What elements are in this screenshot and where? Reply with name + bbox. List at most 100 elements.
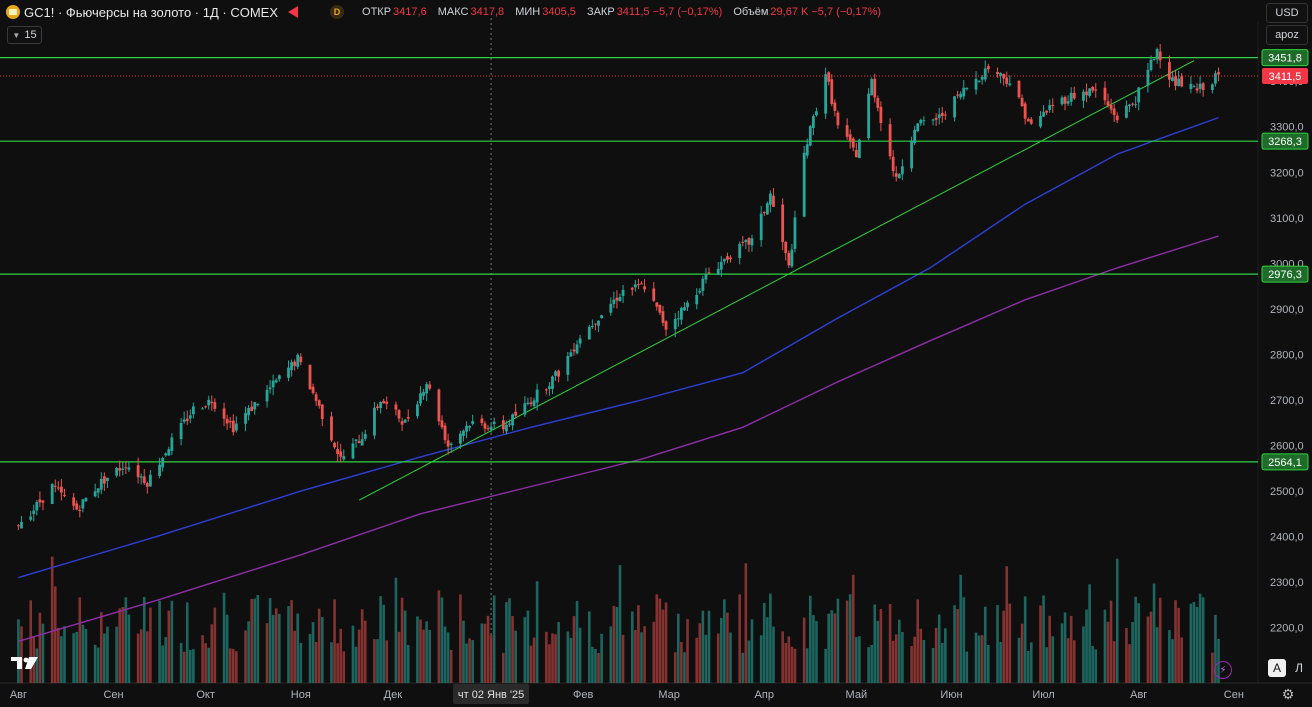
candle-body — [376, 406, 379, 408]
volume-bar — [271, 614, 275, 683]
candle-body — [1085, 91, 1088, 96]
candle-body — [99, 478, 103, 490]
volume-bar — [557, 622, 560, 683]
candle-body — [20, 521, 23, 529]
x-tick-label: Сен — [1224, 689, 1244, 701]
candle-body — [118, 467, 122, 471]
candle-body — [1039, 115, 1042, 127]
volume-bar — [93, 644, 97, 683]
last-price-badge — [1262, 67, 1308, 84]
candle-body — [759, 213, 763, 241]
candle-body — [962, 87, 966, 97]
candle-body — [1214, 73, 1217, 84]
volume-bar — [373, 639, 376, 683]
currency-button[interactable]: USD — [1266, 3, 1308, 23]
candle-body — [1177, 78, 1181, 87]
candle-body — [900, 166, 904, 175]
candle-body — [652, 288, 656, 301]
candle-body — [204, 406, 208, 408]
volume-bar — [683, 652, 686, 683]
candle-body — [726, 256, 729, 260]
candle-body — [1189, 83, 1193, 90]
candle-body — [449, 443, 453, 445]
level-badge-label: 3268,3 — [1268, 136, 1302, 148]
candle-body — [1069, 92, 1073, 102]
candle-body — [299, 356, 303, 363]
candle-body — [1026, 119, 1030, 122]
log-scale-button[interactable]: Л — [1295, 661, 1303, 675]
candle-body — [492, 421, 496, 425]
symbol-title[interactable]: GC1! · Фьючерсы на золото · 1Д · COMEX — [24, 4, 279, 20]
y-tick-label: 2600,0 — [1270, 441, 1304, 453]
volume-bar — [808, 595, 812, 683]
candle-body — [317, 400, 321, 406]
volume-bar — [1177, 607, 1180, 683]
volume-bar — [919, 628, 923, 683]
scale-mode-button[interactable]: apoz — [1266, 25, 1308, 45]
moving-average-fast — [18, 116, 1219, 579]
candle-body — [676, 318, 680, 320]
candle-body — [416, 404, 419, 417]
volume-bar — [1023, 596, 1027, 683]
gear-icon[interactable]: ⚙ — [1281, 685, 1295, 702]
volume-bar — [1146, 616, 1150, 683]
candle-body — [1158, 51, 1162, 61]
candle-body — [594, 323, 597, 325]
level-badge — [1261, 453, 1309, 471]
volume-bar — [830, 610, 834, 683]
volume-bar — [787, 636, 791, 683]
candle-body — [296, 354, 300, 367]
candle-body — [999, 73, 1002, 76]
volume-bar — [744, 563, 748, 683]
candle-body — [836, 112, 840, 126]
volume-bar — [360, 609, 364, 683]
candle-body — [330, 416, 333, 441]
candle-body — [959, 93, 963, 98]
candle-body — [228, 420, 232, 423]
candle-body — [72, 497, 76, 506]
candle-body — [1017, 80, 1021, 98]
candle-body — [508, 423, 511, 425]
candle-body — [1155, 48, 1159, 60]
volume-bar — [953, 605, 956, 683]
candle-body — [673, 318, 677, 330]
candle-body — [876, 98, 880, 108]
volume-bar — [677, 613, 680, 683]
candle-body — [934, 117, 938, 120]
candle-body — [277, 375, 281, 380]
x-tick-label: Ноя — [291, 689, 311, 701]
volume-bar — [149, 607, 152, 683]
candle-body — [351, 443, 355, 459]
volume-bar — [253, 598, 257, 683]
volume-bar — [1045, 647, 1048, 683]
open-value: 3417,6 — [393, 6, 427, 18]
volume-bar — [419, 619, 422, 683]
volume-bars — [17, 556, 1220, 683]
volume-bar — [873, 604, 877, 683]
volume-bar — [695, 637, 699, 683]
volume-bar — [1115, 558, 1119, 683]
candle-body — [489, 426, 493, 430]
candle-body — [854, 150, 858, 158]
tradingview-logo-icon[interactable] — [10, 655, 40, 671]
candle-body — [704, 274, 708, 280]
volume-bar — [1082, 626, 1085, 683]
candle-body — [544, 389, 548, 391]
volume-bar — [483, 623, 487, 683]
candle-body — [419, 393, 422, 404]
volume-bar — [1017, 637, 1021, 683]
volume-bar — [974, 632, 978, 683]
lightning-icon[interactable]: ⚡ — [1214, 661, 1232, 679]
candle-body — [41, 500, 45, 503]
volume-bar — [75, 631, 79, 683]
auto-scale-button[interactable]: A — [1268, 659, 1286, 677]
candle-body — [1131, 103, 1134, 105]
volume-bar — [738, 594, 742, 683]
volume-bar — [855, 637, 858, 683]
volume-bar — [1128, 644, 1131, 683]
interval-button[interactable]: ▼ 15 — [7, 26, 42, 44]
flag-icon[interactable] — [288, 6, 299, 18]
volume-bar — [250, 599, 253, 683]
volume-bar — [1002, 610, 1005, 683]
